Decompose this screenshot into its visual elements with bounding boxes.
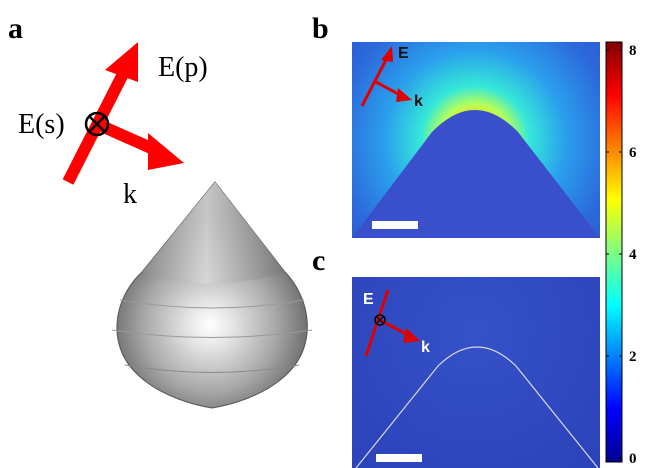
field-map-b [352, 42, 600, 238]
circled-cross-icon [84, 111, 110, 137]
label-es: E(s) [18, 109, 65, 140]
panel-label-c: c [312, 244, 325, 277]
b-label-e: E [398, 45, 409, 62]
label-ep: E(p) [158, 52, 208, 83]
colorbar-ticks: 8 6 4 2 0 [606, 43, 637, 467]
c-circled-cross-icon [374, 314, 386, 326]
colorbar-tick-label: 6 [629, 145, 637, 161]
ep-arrowhead-icon [105, 42, 138, 82]
panel-label-a: a [8, 12, 23, 45]
colorbar-tick-label: 0 [629, 451, 637, 467]
field-map-c-axes [364, 289, 420, 357]
b-label-k: k [414, 93, 423, 110]
colorbar-tick-label: 2 [629, 349, 637, 365]
field-map-b-axes [360, 46, 412, 107]
colorbar-tick-label: 4 [629, 247, 637, 263]
k-arrowhead-icon [148, 133, 184, 170]
scale-bar-b [372, 221, 418, 229]
polarization-arrows [62, 42, 184, 185]
colorbar [605, 41, 623, 463]
scale-bar-c [376, 454, 422, 462]
c-label-e: E [363, 291, 374, 308]
panel-label-b: b [312, 12, 329, 45]
label-k: k [123, 179, 137, 210]
field-map-c [352, 277, 600, 468]
colorbar-tick-label: 8 [629, 43, 637, 59]
nanotip-3d-model [111, 181, 313, 409]
c-label-k: k [421, 339, 430, 356]
